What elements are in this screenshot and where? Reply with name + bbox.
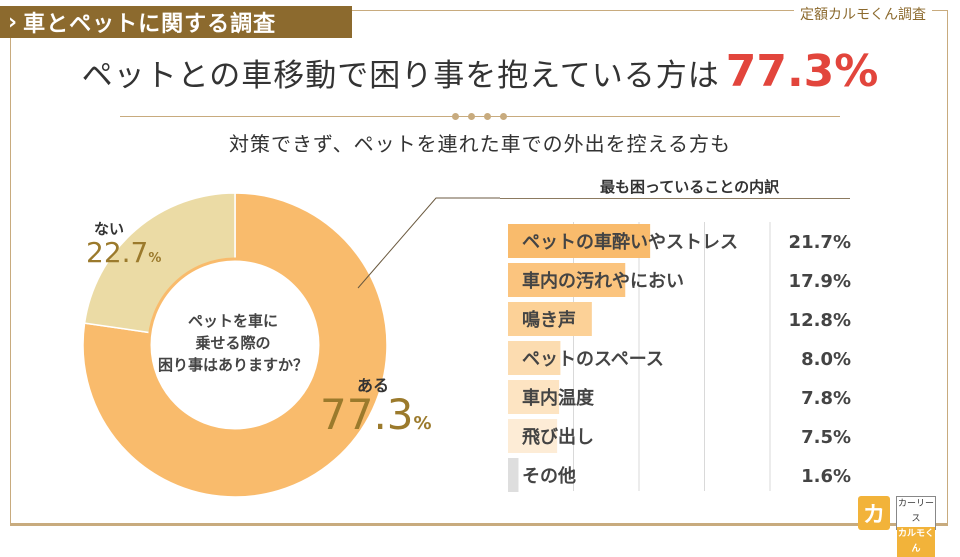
bar-label-5: 飛び出し bbox=[522, 426, 594, 448]
bar-value-5: 7.5% bbox=[801, 427, 851, 448]
breakdown-bar-chart: ペットの車酔いやストレス 21.7% 車内の汚れやにおい 17.9% 鳴き声 12.8% ペ… bbox=[508, 222, 851, 492]
slice-label-nai: ない bbox=[94, 220, 125, 238]
slice-value-nai: 22.7% bbox=[86, 236, 161, 269]
slice-value-aru: 77.3% bbox=[320, 390, 432, 439]
bar-3 bbox=[508, 341, 561, 375]
bar-value-3: 8.0% bbox=[801, 349, 851, 370]
question-line-1: ペットを車に bbox=[187, 312, 278, 330]
logo-text-box: カーリース カルモくん bbox=[896, 496, 936, 557]
headline-percent: 77.3% bbox=[725, 46, 879, 97]
bar-label-4: 車内温度 bbox=[522, 387, 595, 409]
bar-value-0: 21.7% bbox=[789, 232, 851, 253]
bar-label-1: 車内の汚れやにおい bbox=[522, 270, 684, 292]
bar-1 bbox=[508, 263, 626, 297]
headline: ペットとの車移動で困り事を抱えている方は 77.3% bbox=[0, 46, 960, 97]
bar-2 bbox=[508, 302, 592, 336]
bar-label-2: 鳴き声 bbox=[522, 309, 576, 331]
subline: 対策できず、ペットを連れた車での外出を控える方も bbox=[229, 132, 731, 156]
question-line-2: 乗せる際の bbox=[195, 334, 271, 352]
logo-line-1: カーリース bbox=[897, 499, 934, 524]
slice-value-nai-unit: % bbox=[148, 251, 162, 266]
bar-5 bbox=[508, 419, 558, 453]
brand-label: 定額カルモくん調査 bbox=[794, 4, 932, 24]
bar-value-4: 7.8% bbox=[801, 388, 851, 409]
logo-line-2: カルモくん bbox=[897, 527, 935, 557]
breakdown-title: 最も困っていることの内訳 bbox=[600, 178, 780, 196]
bar-0 bbox=[508, 224, 651, 258]
bar-label-6: その他 bbox=[522, 465, 576, 487]
donut-inner-ring bbox=[147, 257, 323, 433]
slice-value-nai-number: 22.7 bbox=[86, 236, 149, 269]
bar-6 bbox=[508, 458, 519, 492]
survey-tag: › 車とペットに関する調査 bbox=[0, 6, 352, 38]
donut-center-question: ペットを車に 乗せる際の 困り事はありますか？ bbox=[148, 310, 318, 376]
bar-label-3: ペットのスペース bbox=[522, 349, 664, 370]
headline-divider bbox=[120, 112, 840, 122]
bar-value-6: 1.6% bbox=[801, 466, 851, 487]
bar-value-2: 12.8% bbox=[789, 310, 851, 331]
donut-hole bbox=[154, 264, 316, 426]
slice-value-aru-number: 77.3 bbox=[320, 390, 414, 439]
logo-mark: カ bbox=[858, 496, 890, 530]
breakdown-title-rule bbox=[500, 198, 850, 199]
bar-value-1: 17.9% bbox=[789, 271, 851, 292]
bar-label-0: ペットの車酔いやストレス bbox=[522, 231, 738, 253]
chevron-right-icon: › bbox=[8, 9, 18, 35]
slice-value-aru-unit: % bbox=[413, 413, 432, 434]
donut-chart bbox=[82, 192, 388, 498]
headline-text: ペットとの車移動で困り事を抱えている方は bbox=[81, 58, 720, 94]
survey-tag-label: 車とペットに関する調査 bbox=[23, 12, 277, 37]
question-line-3: 困り事はありますか？ bbox=[157, 356, 308, 374]
bar-4 bbox=[508, 380, 560, 414]
slice-label-aru: ある bbox=[357, 376, 390, 395]
brand-logo: カ カーリース カルモくん bbox=[858, 494, 936, 557]
frame-bottom-rule bbox=[10, 523, 948, 526]
